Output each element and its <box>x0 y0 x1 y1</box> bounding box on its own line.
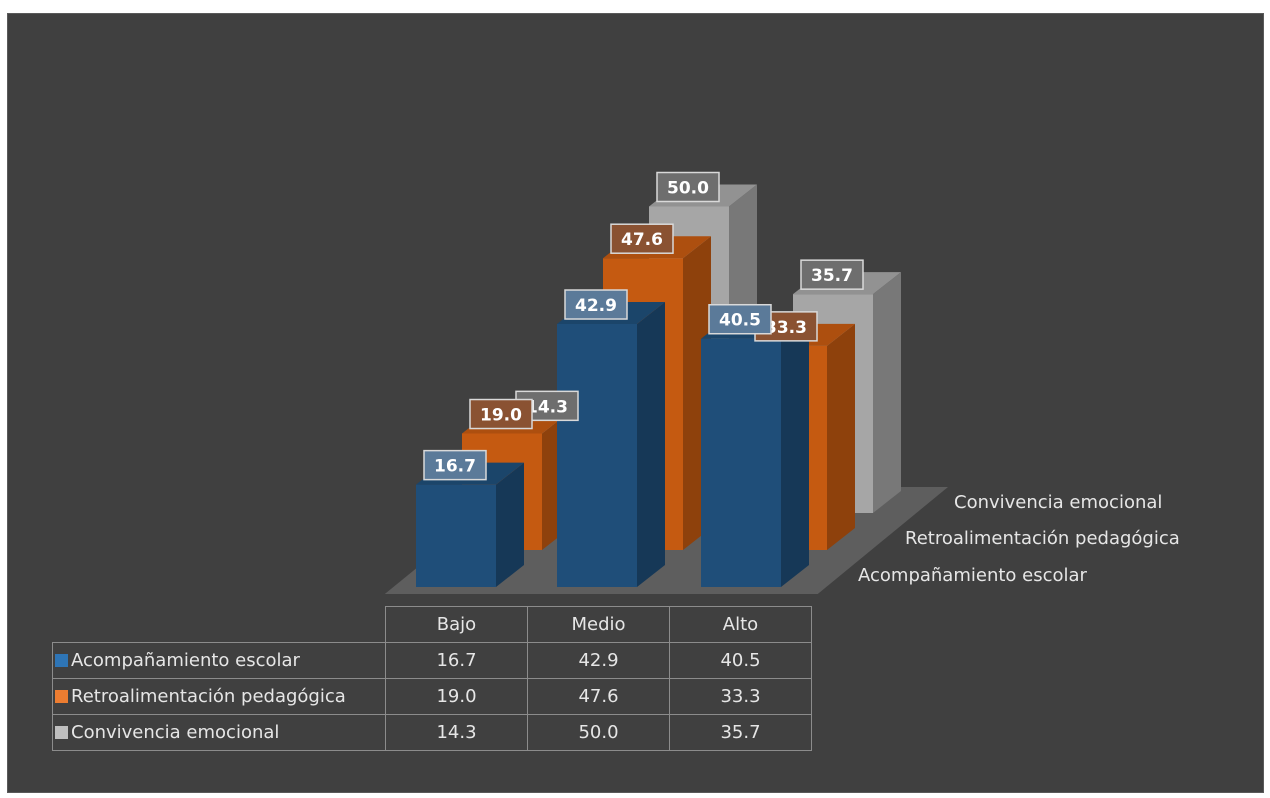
data-label-acompanamiento-bajo: 16.7 <box>423 449 487 481</box>
data-label-value: 50.0 <box>667 179 709 199</box>
cell-acompanamiento-bajo: 16.7 <box>385 642 528 679</box>
bars-layer <box>416 184 901 587</box>
data-table: Bajo Medio Alto Acompañamiento escolar 1… <box>52 606 812 751</box>
cell-convivencia-bajo: 14.3 <box>385 714 528 751</box>
category-header-medio: Medio <box>527 606 670 643</box>
bar-acompanamiento-medio <box>557 302 665 587</box>
bar-side-face <box>827 323 855 550</box>
data-label-box <box>610 223 674 254</box>
depth-axis-label-retroalimentacion: Retroalimentación pedagógica <box>905 528 1180 549</box>
data-label-value: 40.5 <box>719 311 761 331</box>
data-label-value: 35.7 <box>811 266 853 286</box>
series-name-acompanamiento: Acompañamiento escolar <box>71 650 300 671</box>
data-label-value: 33.3 <box>765 318 807 338</box>
data-label-box <box>564 289 628 320</box>
depth-axis-labels: Acompañamiento escolar Retroalimentación … <box>858 492 1180 586</box>
data-table-row-retroalimentacion: Retroalimentación pedagógica 19.0 47.6 3… <box>52 678 812 715</box>
category-header-alto: Alto <box>669 606 812 643</box>
series-label-acompanamiento: Acompañamiento escolar <box>52 642 386 679</box>
bar-acompanamiento-alto <box>701 316 809 587</box>
series-label-convivencia: Convivencia emocional <box>52 714 386 751</box>
data-label-box <box>469 398 533 430</box>
chart-plot: 14.3 50.0 35.7 19.0 47.6 33.3 16.7 42.9 40.5 Aco… <box>384 171 1180 594</box>
bar-side-face <box>781 316 809 587</box>
data-label-convivencia-medio: 50.0 <box>656 171 720 203</box>
series-label-retroalimentacion: Retroalimentación pedagógica <box>52 678 386 715</box>
bar-side-face <box>496 462 524 587</box>
bar-side-face <box>873 272 901 513</box>
legend-swatch-gray <box>55 726 68 739</box>
bar-side-face <box>637 302 665 587</box>
data-label-value: 16.7 <box>434 457 476 477</box>
data-table-row-acompanamiento: Acompañamiento escolar 16.7 42.9 40.5 <box>52 642 812 679</box>
series-name-retroalimentacion: Retroalimentación pedagógica <box>71 686 346 707</box>
data-table-header-row: Bajo Medio Alto <box>52 606 812 643</box>
data-labels-layer: 14.3 50.0 35.7 19.0 47.6 33.3 16.7 42.9 40.5 <box>423 171 864 481</box>
data-label-value: 47.6 <box>621 230 663 250</box>
category-header-bajo: Bajo <box>385 606 528 643</box>
series-name-convivencia: Convivencia emocional <box>71 722 280 743</box>
data-label-acompanamiento-medio: 42.9 <box>564 289 628 320</box>
data-label-retroalimentacion-medio: 47.6 <box>610 223 674 254</box>
cell-acompanamiento-medio: 42.9 <box>527 642 670 679</box>
data-label-box <box>800 259 864 290</box>
bar-front-face <box>701 338 781 587</box>
cell-convivencia-medio: 50.0 <box>527 714 670 751</box>
data-label-box <box>423 449 487 481</box>
data-label-box <box>656 171 720 203</box>
depth-axis-label-convivencia: Convivencia emocional <box>954 492 1162 513</box>
data-label-value: 19.0 <box>480 406 522 426</box>
cell-retroalimentacion-bajo: 19.0 <box>385 678 528 715</box>
bar-acompanamiento-bajo <box>416 462 524 587</box>
data-table-corner <box>52 606 386 643</box>
cell-retroalimentacion-medio: 47.6 <box>527 678 670 715</box>
data-label-box <box>708 303 772 335</box>
data-label-acompanamiento-alto: 40.5 <box>708 303 772 335</box>
data-label-retroalimentacion-bajo: 19.0 <box>469 398 533 430</box>
cell-acompanamiento-alto: 40.5 <box>669 642 812 679</box>
bar-front-face <box>557 324 637 587</box>
data-label-value: 14.3 <box>526 397 568 417</box>
legend-swatch-orange <box>55 690 68 703</box>
data-label-convivencia-alto: 35.7 <box>800 259 864 290</box>
legend-swatch-blue <box>55 654 68 667</box>
bar-front-face <box>416 484 496 587</box>
cell-convivencia-alto: 35.7 <box>669 714 812 751</box>
chart-area: 14.3 50.0 35.7 19.0 47.6 33.3 16.7 42.9 40.5 Aco… <box>7 13 1264 793</box>
cell-retroalimentacion-alto: 33.3 <box>669 678 812 715</box>
depth-axis-label-acompanamiento: Acompañamiento escolar <box>858 565 1088 586</box>
data-table-row-convivencia: Convivencia emocional 14.3 50.0 35.7 <box>52 714 812 751</box>
data-label-value: 42.9 <box>575 296 617 316</box>
